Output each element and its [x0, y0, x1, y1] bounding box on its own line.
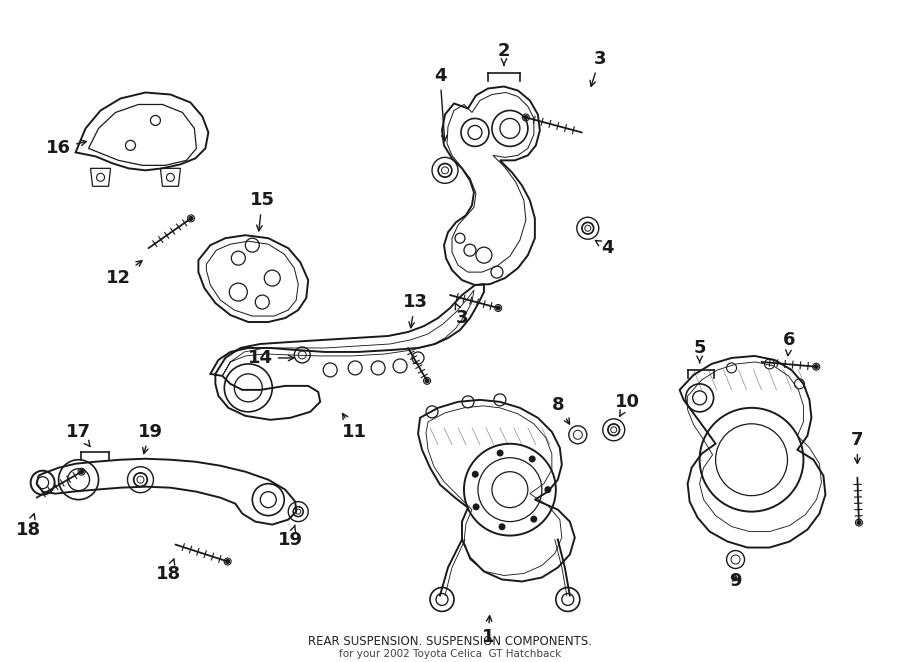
Text: 12: 12: [106, 261, 142, 287]
Circle shape: [226, 559, 230, 563]
Circle shape: [814, 365, 818, 369]
Text: 13: 13: [402, 293, 428, 328]
Circle shape: [472, 503, 480, 510]
Text: 15: 15: [250, 191, 274, 231]
Text: REAR SUSPENSION. SUSPENSION COMPONENTS.: REAR SUSPENSION. SUSPENSION COMPONENTS.: [308, 635, 592, 648]
Circle shape: [528, 455, 536, 463]
Circle shape: [79, 470, 84, 474]
Text: 18: 18: [156, 559, 181, 583]
Text: 4: 4: [596, 239, 614, 257]
Circle shape: [530, 516, 537, 522]
Text: 19: 19: [278, 525, 302, 549]
Text: for your 2002 Toyota Celica  GT Hatchback: for your 2002 Toyota Celica GT Hatchback: [339, 649, 561, 659]
Text: 6: 6: [783, 331, 796, 355]
Circle shape: [496, 306, 500, 310]
Text: 2: 2: [498, 42, 510, 65]
Text: 9: 9: [729, 573, 742, 591]
Text: 8: 8: [552, 396, 570, 424]
Text: 1: 1: [482, 616, 494, 646]
Circle shape: [189, 216, 193, 220]
Circle shape: [425, 379, 429, 383]
Text: 17: 17: [66, 423, 91, 446]
Text: 18: 18: [16, 514, 41, 539]
Text: 3: 3: [455, 303, 468, 327]
Text: 3: 3: [590, 50, 606, 86]
Text: 7: 7: [851, 431, 864, 463]
Text: 14: 14: [248, 349, 294, 367]
Circle shape: [544, 486, 552, 493]
Circle shape: [497, 449, 504, 457]
Text: 5: 5: [693, 339, 706, 363]
Text: 16: 16: [46, 140, 86, 158]
Text: 11: 11: [342, 414, 366, 441]
Circle shape: [857, 520, 861, 524]
Text: 4: 4: [434, 67, 447, 141]
Text: 19: 19: [138, 423, 163, 453]
Circle shape: [499, 523, 506, 530]
Circle shape: [472, 471, 479, 478]
Circle shape: [524, 115, 528, 119]
Text: 10: 10: [616, 393, 640, 416]
